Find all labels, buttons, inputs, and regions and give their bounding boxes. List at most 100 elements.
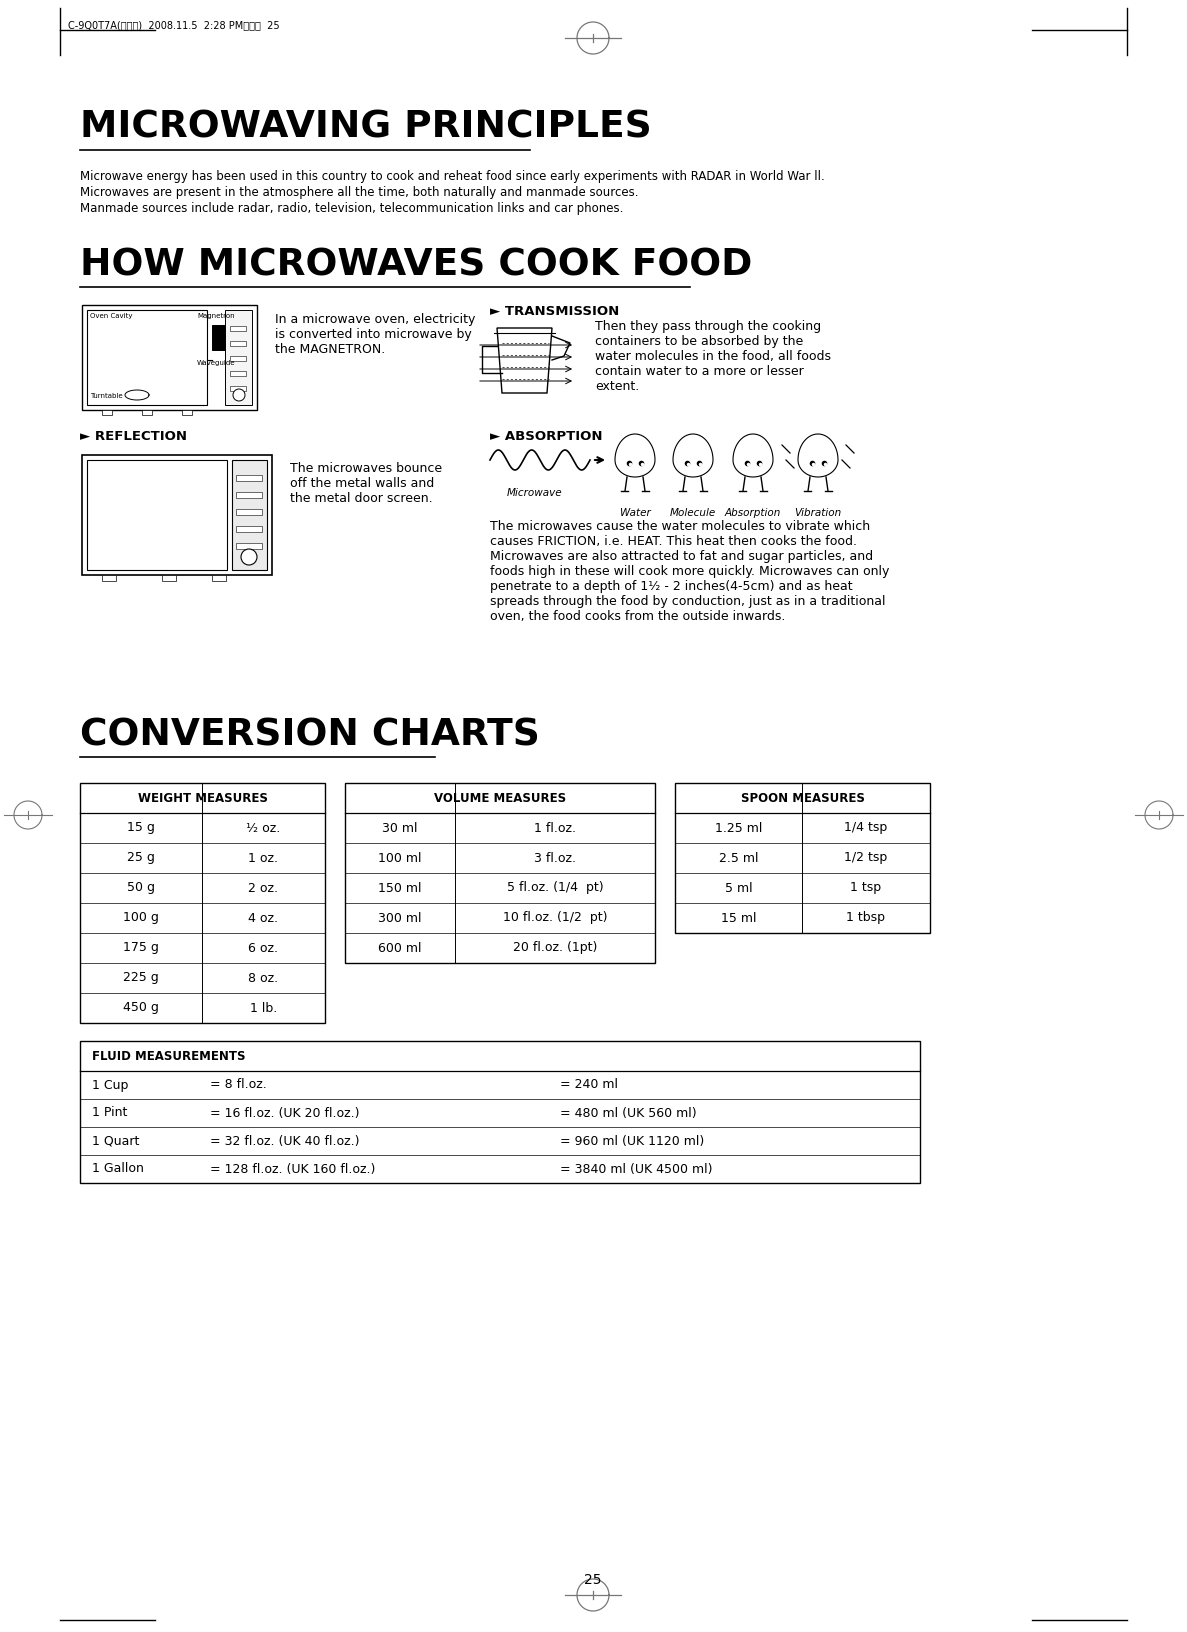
- Text: = 16 fl.oz. (UK 20 fl.oz.): = 16 fl.oz. (UK 20 fl.oz.): [210, 1106, 360, 1120]
- Text: 5 fl.oz. (1/4  pt): 5 fl.oz. (1/4 pt): [507, 881, 603, 894]
- Text: In a microwave oven, electricity
is converted into microwave by
the MAGNETRON.: In a microwave oven, electricity is conv…: [275, 313, 475, 356]
- Text: 1.25 ml: 1.25 ml: [715, 821, 762, 834]
- Text: = 3840 ml (UK 4500 ml): = 3840 ml (UK 4500 ml): [560, 1162, 712, 1175]
- Text: Magnetron: Magnetron: [197, 313, 235, 318]
- Text: Vibration: Vibration: [794, 508, 842, 517]
- Bar: [230, 387, 246, 392]
- Text: = 960 ml (UK 1120 ml): = 960 ml (UK 1120 ml): [560, 1134, 704, 1147]
- Text: 20 fl.oz. (1pt): 20 fl.oz. (1pt): [513, 942, 597, 955]
- Bar: [236, 491, 262, 498]
- Text: = 240 ml: = 240 ml: [560, 1079, 618, 1092]
- Bar: [236, 543, 262, 548]
- Text: VOLUME MEASURES: VOLUME MEASURES: [434, 792, 566, 805]
- Polygon shape: [615, 434, 655, 477]
- Text: Manmade sources include radar, radio, television, telecommunication links and ca: Manmade sources include radar, radio, te…: [80, 202, 623, 215]
- Text: = 480 ml (UK 560 ml): = 480 ml (UK 560 ml): [560, 1106, 697, 1120]
- Text: 25: 25: [584, 1573, 602, 1586]
- Text: ¹⁄₂ oz.: ¹⁄₂ oz.: [247, 821, 280, 834]
- Text: ► ABSORPTION: ► ABSORPTION: [490, 429, 603, 442]
- Bar: [82, 455, 272, 574]
- Text: ► REFLECTION: ► REFLECTION: [80, 429, 188, 442]
- Text: 30 ml: 30 ml: [382, 821, 418, 834]
- Polygon shape: [734, 434, 773, 477]
- Polygon shape: [798, 434, 838, 477]
- Text: 100 ml: 100 ml: [379, 852, 421, 865]
- Text: Waveguide: Waveguide: [197, 361, 235, 366]
- Text: 50 g: 50 g: [127, 881, 155, 894]
- Bar: [102, 410, 112, 415]
- Text: = 8 fl.oz.: = 8 fl.oz.: [210, 1079, 267, 1092]
- Text: Oven Cavity: Oven Cavity: [90, 313, 133, 318]
- Bar: [230, 370, 246, 375]
- Bar: [161, 574, 176, 581]
- Text: Molecule: Molecule: [669, 508, 716, 517]
- Text: FLUID MEASUREMENTS: FLUID MEASUREMENTS: [93, 1049, 246, 1062]
- Bar: [226, 310, 252, 405]
- Bar: [212, 325, 230, 349]
- Text: Then they pass through the cooking
containers to be absorbed by the
water molecu: Then they pass through the cooking conta…: [595, 320, 831, 393]
- Text: Water: Water: [620, 508, 650, 517]
- Text: 15 g: 15 g: [127, 821, 155, 834]
- Text: 8 oz.: 8 oz.: [248, 971, 279, 984]
- Text: 1 Gallon: 1 Gallon: [93, 1162, 144, 1175]
- Text: 175 g: 175 g: [123, 942, 159, 955]
- Polygon shape: [497, 328, 552, 393]
- Bar: [182, 410, 192, 415]
- Text: 15 ml: 15 ml: [721, 912, 756, 924]
- Text: HOW MICROWAVES COOK FOOD: HOW MICROWAVES COOK FOOD: [80, 248, 753, 284]
- Text: Turntable: Turntable: [90, 393, 122, 398]
- Bar: [230, 341, 246, 346]
- Bar: [345, 783, 655, 963]
- Circle shape: [233, 388, 245, 401]
- Text: 100 g: 100 g: [123, 912, 159, 924]
- Text: 2 oz.: 2 oz.: [248, 881, 279, 894]
- Bar: [236, 509, 262, 516]
- Text: 450 g: 450 g: [123, 1002, 159, 1015]
- Bar: [142, 410, 152, 415]
- Text: 300 ml: 300 ml: [379, 912, 421, 924]
- Text: 1 fl.oz.: 1 fl.oz.: [534, 821, 576, 834]
- Text: 1 Cup: 1 Cup: [93, 1079, 128, 1092]
- Bar: [230, 326, 246, 331]
- Text: = 32 fl.oz. (UK 40 fl.oz.): = 32 fl.oz. (UK 40 fl.oz.): [210, 1134, 360, 1147]
- Bar: [87, 460, 227, 570]
- Text: = 128 fl.oz. (UK 160 fl.oz.): = 128 fl.oz. (UK 160 fl.oz.): [210, 1162, 375, 1175]
- Text: The microwaves cause the water molecules to vibrate which
causes FRICTION, i.e. : The microwaves cause the water molecules…: [490, 521, 889, 623]
- Text: The microwaves bounce
off the metal walls and
the metal door screen.: The microwaves bounce off the metal wall…: [290, 462, 442, 504]
- Bar: [212, 574, 226, 581]
- Text: 600 ml: 600 ml: [379, 942, 421, 955]
- Text: 1 lb.: 1 lb.: [250, 1002, 277, 1015]
- Text: 1 tbsp: 1 tbsp: [846, 912, 886, 924]
- Text: 1 tsp: 1 tsp: [850, 881, 882, 894]
- Text: 10 fl.oz. (1/2  pt): 10 fl.oz. (1/2 pt): [503, 912, 608, 924]
- Text: WEIGHT MEASURES: WEIGHT MEASURES: [138, 792, 267, 805]
- Text: 1/4 tsp: 1/4 tsp: [844, 821, 888, 834]
- Text: 3 fl.oz.: 3 fl.oz.: [534, 852, 576, 865]
- Bar: [102, 574, 116, 581]
- Text: 2.5 ml: 2.5 ml: [719, 852, 758, 865]
- Bar: [236, 526, 262, 532]
- Bar: [80, 783, 325, 1023]
- Text: Microwave: Microwave: [507, 488, 563, 498]
- Polygon shape: [673, 434, 713, 477]
- Bar: [230, 356, 246, 361]
- Text: 5 ml: 5 ml: [725, 881, 753, 894]
- Text: 1 Quart: 1 Quart: [93, 1134, 139, 1147]
- Text: Absorption: Absorption: [725, 508, 781, 517]
- Text: 1 oz.: 1 oz.: [248, 852, 279, 865]
- Text: 1 Pint: 1 Pint: [93, 1106, 127, 1120]
- Text: 1/2 tsp: 1/2 tsp: [844, 852, 888, 865]
- Text: C-9Q0T7A(영기및)  2008.11.5  2:28 PM페이지  25: C-9Q0T7A(영기및) 2008.11.5 2:28 PM페이지 25: [68, 20, 280, 29]
- Text: ► TRANSMISSION: ► TRANSMISSION: [490, 305, 620, 318]
- Bar: [236, 475, 262, 481]
- Bar: [231, 460, 267, 570]
- Text: CONVERSION CHARTS: CONVERSION CHARTS: [80, 718, 540, 754]
- Text: 6 oz.: 6 oz.: [248, 942, 279, 955]
- Bar: [82, 305, 258, 410]
- Text: 25 g: 25 g: [127, 852, 155, 865]
- Bar: [80, 1041, 920, 1183]
- Bar: [87, 310, 207, 405]
- Text: 225 g: 225 g: [123, 971, 159, 984]
- Text: SPOON MEASURES: SPOON MEASURES: [741, 792, 864, 805]
- Text: 4 oz.: 4 oz.: [248, 912, 279, 924]
